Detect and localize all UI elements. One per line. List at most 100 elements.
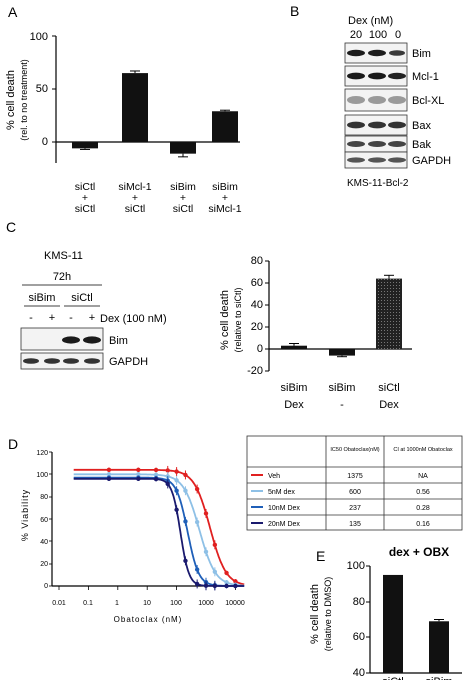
panel-e-chart: dex + OBX % cell death (relative to DMSO… [309,545,462,680]
data-point [183,472,188,478]
xlabel-line: + [132,192,138,204]
panel-e-xlabel: siCtl [382,676,403,680]
blot-frame [20,327,104,351]
panel-d-xtick: 1000 [198,600,214,607]
data-point [224,583,229,589]
panel-c-group-sibim: siBim [29,292,56,304]
panel-d-xtick: 10000 [225,600,245,607]
panel-c-treatment: Dex (100 nM) [100,313,167,325]
panel-e-ytick: 60 [353,631,365,643]
band-label: Bcl-XL [412,95,444,107]
band [347,96,365,104]
band [63,358,79,364]
panel-c-ytick: -20 [247,365,263,377]
panel-b-lane-0: 0 [395,29,401,41]
xlabel-line: siBim [212,181,238,193]
panel-c-xlabel: - [340,399,344,411]
table-cell: 135 [349,521,361,528]
panel-b-header: Dex (nM) [348,15,393,27]
data-point [212,583,218,589]
data-point [106,472,112,477]
panel-c-bars [281,274,402,358]
panel-e-ytick: 100 [347,560,365,572]
band [368,121,386,129]
data-point [174,488,179,493]
table-cell: 600 [349,489,361,496]
panel-c-ylabel: % cell death [219,290,231,350]
panel-c-sign: + [49,312,55,324]
xlabel-line: + [82,192,88,204]
panel-c-group-sictl: siCtl [71,292,92,304]
panel-a-ylabel: % cell death [5,70,17,130]
panel-d-ytick: 40 [40,539,48,546]
panel-c-ytick: 60 [251,277,263,289]
data-point [194,581,200,587]
data-point [153,472,159,477]
band [389,50,405,56]
panel-c-ytick: 80 [251,255,263,267]
table-cell: 0.16 [416,521,430,528]
data-point [106,476,112,481]
panel-c-xlabel: Dex [284,399,304,411]
data-point [194,486,200,492]
xlabel-line: siCtl [75,181,95,193]
band-label: GAPDH [109,356,148,368]
data-point [153,476,159,482]
blot-strip-gapdh: GAPDH [20,352,148,370]
panel-e-xlabel: siBim [426,676,453,680]
band [388,72,406,80]
bar [281,345,307,349]
band-label: Bim [412,48,431,60]
panel-d-ylabel: % Viability [20,489,30,541]
band [368,96,386,104]
panel-b-lane-100: 100 [369,29,387,41]
panel-c-time: 72h [53,271,71,283]
data-point [136,467,141,473]
data-point [212,569,218,574]
bar [122,73,148,142]
data-point [224,570,229,576]
xlabel-line: + [222,192,228,204]
panel-letter-a: A [8,4,18,20]
panel-c-xlabel: Dex [379,399,399,411]
blot-strip-bim: Bim [20,327,128,351]
panel-e-title: dex + OBX [389,545,449,559]
panel-d-table: IC50 Obatoclax(nM) CI at 1000nM Obatocla… [246,435,463,531]
panel-a-chart: % cell death (rel. to no treatment) 100 … [5,31,242,215]
data-point [233,579,238,584]
data-point [203,583,209,588]
panel-d-xtick: 0.01 [52,600,66,607]
xlabel-line: siCtl [125,203,145,215]
panel-d-curves [73,465,245,591]
panel-e-ylabel2: (relative to DMSO) [323,577,333,652]
bar [329,349,355,356]
band-label: GAPDH [412,155,451,167]
table-header-ci: CI at 1000nM Obatoclax [393,447,453,453]
panel-d-xtick: 0.1 [83,600,93,607]
bar [376,278,402,349]
data-point [106,467,112,473]
blot-frame [20,352,104,370]
panel-c-western-blot: KMS-11 72h siBim siCtl - + - + Dex (100 … [20,250,167,370]
band [368,72,386,80]
panel-d-xlabel: Obatoclax (nM) [114,615,183,624]
panel-e-ytick: 40 [353,667,365,679]
panel-c-sign: - [29,312,33,324]
panel-c-sign: - [69,312,73,324]
table-row-label: 20nM Dex [268,521,300,528]
band-label: Bim [109,335,128,347]
data-point [212,542,218,548]
xlabel-line: + [180,192,186,204]
panel-e-ylabel: % cell death [309,584,321,644]
band-label: Bak [412,139,431,151]
dose-response-curve [73,468,245,586]
panel-a-bars [72,70,238,158]
panel-a-xlabel-4: siBim + siMcl-1 [208,181,241,215]
data-point [165,481,170,487]
panel-a-xlabel-3: siBim + siCtl [170,181,196,215]
band [368,49,386,57]
panel-c-chart: % cell death (relative to siCtl) 80 60 4… [219,255,412,411]
data-point [174,507,179,512]
blot-strip-bak: Bak [344,135,431,153]
